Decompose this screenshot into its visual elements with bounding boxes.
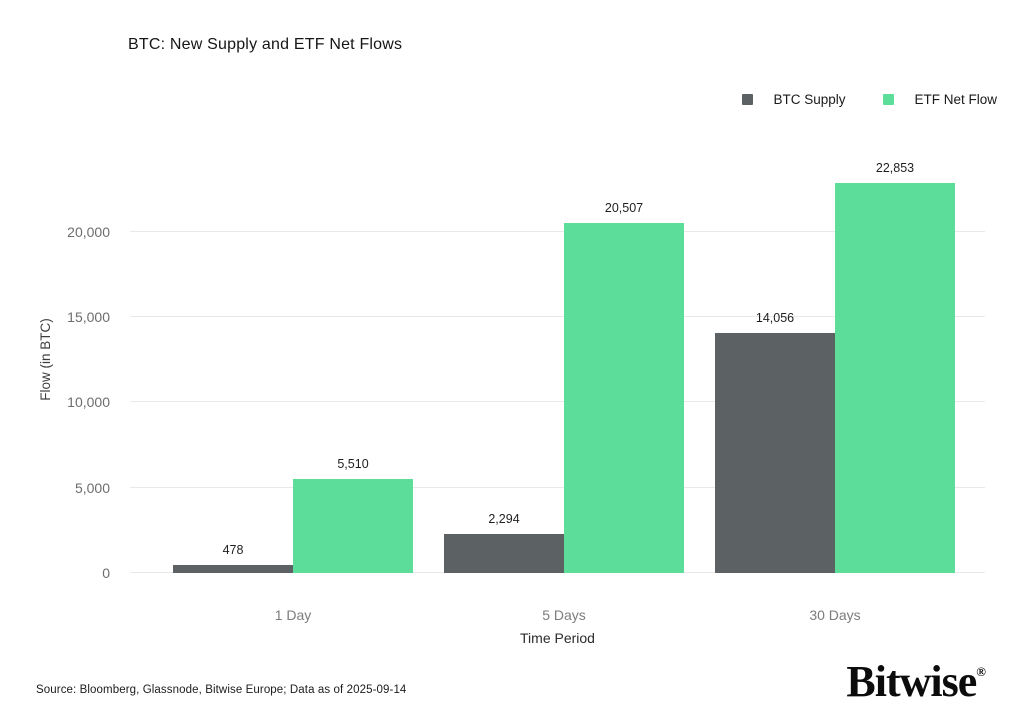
bar-value-label: 5,510 (337, 457, 369, 472)
bar-btc-supply (715, 333, 835, 573)
gridline (130, 486, 985, 488)
x-tick-label: 30 Days (809, 607, 861, 623)
gridline (130, 401, 985, 403)
legend-item-btc-supply: BTC Supply (742, 92, 845, 107)
bitwise-logo: Bitwise® (846, 657, 986, 706)
y-tick-label: 15,000 (67, 309, 110, 326)
registered-trademark-icon: ® (976, 664, 986, 679)
x-tick-label: 5 Days (542, 607, 586, 623)
y-tick-label: 20,000 (67, 223, 110, 240)
etf-net-flow-swatch-icon (883, 94, 895, 105)
bar-value-label: 22,853 (875, 161, 915, 176)
bar-value-label: 14,056 (755, 311, 795, 326)
bar-value-label: 2,294 (488, 511, 520, 526)
source-text: Source: Bloomberg, Glassnode, Bitwise Eu… (36, 684, 407, 696)
chart-title: BTC: New Supply and ETF Net Flows (128, 36, 403, 53)
legend-item-etf-net-flow: ETF Net Flow (883, 92, 997, 107)
bar-etf-net-flow (835, 183, 955, 573)
bar-value-label: 478 (222, 542, 244, 557)
gridline (130, 230, 985, 232)
legend-label-etf-net-flow: ETF Net Flow (914, 92, 997, 107)
bar-etf-net-flow (293, 479, 413, 573)
gridline (130, 316, 985, 318)
y-tick-label: 10,000 (67, 394, 110, 411)
btc-supply-swatch-icon (742, 94, 754, 105)
bar-etf-net-flow (564, 223, 684, 573)
legend-label-btc-supply: BTC Supply (773, 92, 846, 107)
y-axis-ticks: 0 5,000 10,000 15,000 20,000 (0, 145, 110, 581)
bar-value-label: 20,507 (604, 201, 644, 216)
y-tick-label: 0 (102, 565, 110, 581)
x-axis-title: Time Period (520, 630, 595, 646)
bar-btc-supply (444, 533, 564, 573)
x-tick-label: 1 Day (274, 607, 312, 623)
bar-btc-supply (173, 564, 293, 573)
y-tick-label: 5,000 (74, 479, 110, 496)
plot-area: 478 5,510 1 Day 2,294 20,507 5 Days 14,056 22,8… (130, 145, 985, 623)
legend: BTC Supply ETF Net Flow (742, 92, 997, 107)
